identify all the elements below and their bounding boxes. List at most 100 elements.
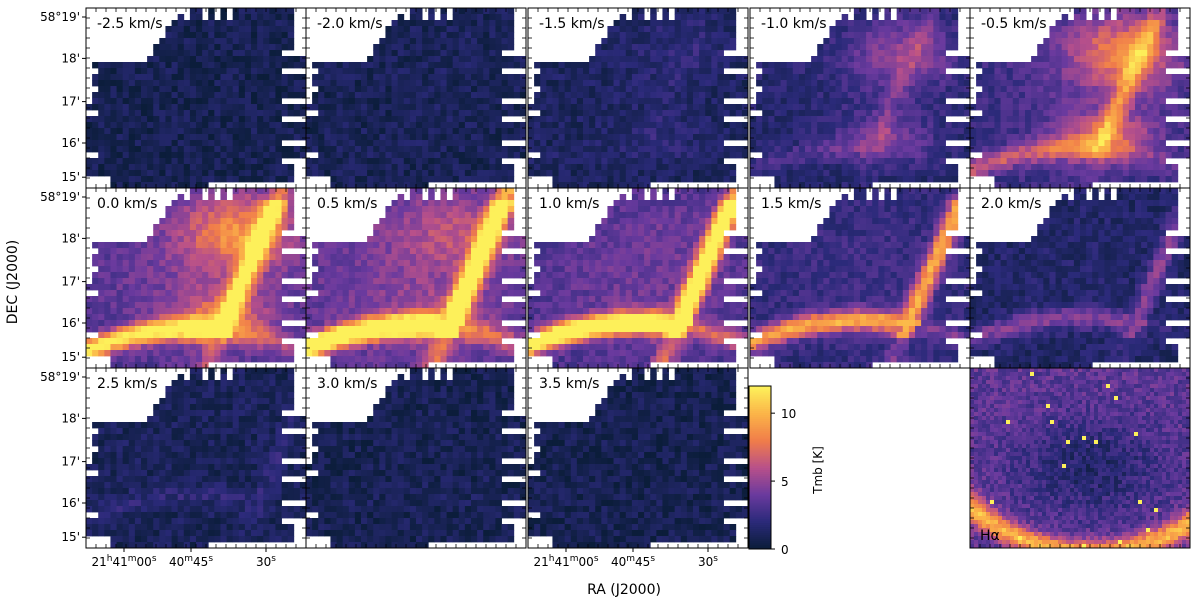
pixel [1037, 110, 1044, 117]
pixel [464, 104, 472, 111]
pixel [841, 104, 849, 111]
pixel [835, 86, 843, 93]
pixel [607, 122, 614, 129]
pixel [464, 92, 472, 99]
pixel [1031, 116, 1038, 123]
pixel [896, 56, 904, 63]
pixel [251, 74, 258, 81]
pixel [208, 230, 215, 237]
pixel [860, 134, 867, 141]
pixel [336, 92, 344, 99]
pixel [477, 74, 484, 81]
pixel [798, 170, 806, 177]
pixel [921, 38, 928, 45]
pixel [798, 152, 806, 159]
pixel [1122, 92, 1130, 99]
pixel [196, 134, 203, 141]
pixel [564, 86, 572, 93]
pixel [1110, 50, 1118, 57]
pixel [762, 98, 769, 105]
pixel [902, 146, 910, 153]
pixel [607, 146, 614, 153]
pixel [1080, 74, 1087, 81]
pixel [153, 86, 160, 93]
pixel [945, 56, 953, 63]
pixel [403, 32, 411, 39]
pixel [872, 152, 879, 159]
pixel [86, 164, 93, 171]
pixel [890, 128, 898, 135]
pixel [552, 62, 559, 69]
pixel [159, 218, 166, 225]
pixel [951, 176, 959, 183]
pixel [189, 194, 197, 201]
pixel [324, 74, 331, 81]
pixel [1037, 44, 1044, 51]
pixel [507, 20, 515, 27]
pixel [238, 86, 246, 93]
pixel [196, 38, 203, 45]
channel-panel--0p5kms: -0.5 km/s [969, 7, 1191, 189]
pixel [202, 98, 209, 105]
pixel [1147, 152, 1154, 159]
pixel [613, 68, 621, 75]
pixel [835, 26, 843, 33]
pixel [705, 158, 712, 165]
pixel [379, 98, 386, 105]
pixel [330, 182, 337, 189]
pixel [933, 92, 940, 99]
pixel [159, 236, 166, 243]
pixel [680, 122, 688, 129]
pixel [902, 74, 910, 81]
pixel [434, 56, 441, 63]
pixel [927, 50, 934, 57]
pixel [756, 158, 763, 165]
pixel [495, 116, 502, 123]
pixel [1043, 182, 1050, 189]
pixel [1128, 164, 1136, 171]
pixel [263, 218, 270, 225]
pixel [263, 158, 270, 165]
pixel [159, 122, 166, 129]
pixel [122, 146, 130, 153]
pixel [214, 206, 221, 213]
pixel [159, 50, 166, 57]
pixel [589, 116, 596, 123]
pixel [774, 116, 781, 123]
pixel [729, 152, 737, 159]
pixel [1104, 14, 1111, 21]
pixel [583, 116, 590, 123]
pixel [908, 92, 916, 99]
pixel [1177, 146, 1185, 153]
pixel [841, 182, 849, 189]
pixel [982, 92, 989, 99]
pixel [638, 122, 645, 129]
pixel [318, 104, 325, 111]
pixel [835, 56, 843, 63]
pixel [878, 134, 885, 141]
pixel [434, 74, 441, 81]
pixel [153, 62, 160, 69]
pixel [330, 98, 337, 105]
pixel [1092, 98, 1099, 105]
pixel [982, 98, 989, 105]
pixel [312, 164, 319, 171]
pixel [1006, 62, 1014, 69]
pixel [927, 116, 934, 123]
pixel [878, 98, 885, 105]
pixel [483, 56, 490, 63]
pixel [391, 86, 399, 93]
pixel [705, 86, 712, 93]
pixel [281, 188, 289, 195]
pixel [921, 104, 928, 111]
pixel [988, 140, 995, 147]
pixel [422, 140, 429, 147]
pixel [699, 116, 706, 123]
pixel [202, 38, 209, 45]
pixel [483, 146, 490, 153]
pixel [86, 122, 93, 129]
pixel [970, 140, 977, 147]
pixel [287, 86, 295, 93]
pixel [238, 170, 246, 177]
pixel [513, 110, 521, 117]
